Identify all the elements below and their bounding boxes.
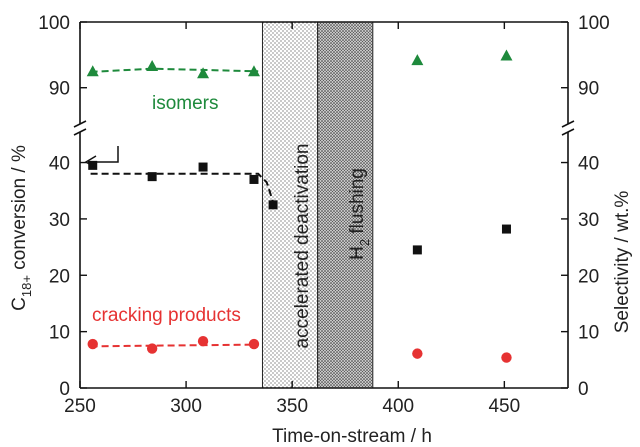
band-label-h2-sub: 2 — [357, 239, 372, 246]
isomers-point — [247, 65, 260, 77]
conversion-point — [198, 162, 208, 172]
y-tick-label-left: 0 — [59, 379, 70, 400]
y-tick-label-right: 100 — [578, 13, 610, 34]
y-tick-label-left: 40 — [49, 154, 70, 175]
isomers-point — [146, 60, 159, 72]
conversion-point — [501, 224, 511, 234]
x-axis-title: Time-on-stream / h — [272, 426, 432, 447]
x-tick-label: 400 — [382, 396, 414, 417]
conversion-point — [268, 200, 278, 210]
y-tick-label-right: 90 — [578, 79, 599, 100]
axis-break-mark-a-1 — [561, 120, 575, 128]
y-tick-label-left: 20 — [49, 266, 70, 287]
isomers-point — [500, 49, 513, 61]
y-axis-title-left-main: C — [9, 297, 30, 311]
axis-break-mark-b-1 — [561, 128, 575, 136]
cracking-point — [146, 343, 158, 354]
trend-line-1 — [90, 67, 259, 73]
trend-line-0 — [90, 172, 275, 203]
isomers-point — [197, 67, 210, 79]
y-tick-label-right: 0 — [578, 379, 589, 400]
cracking-point — [87, 338, 98, 350]
cracking-point — [197, 336, 209, 347]
x-tick-label: 250 — [64, 396, 96, 417]
isomers-point — [411, 54, 424, 66]
axis-break-mark-a-0 — [73, 120, 87, 128]
x-tick-label: 350 — [276, 396, 308, 417]
y-tick-label-right: 10 — [578, 323, 599, 344]
conversion-point — [249, 174, 259, 184]
conversion-axis-arrow-head — [84, 155, 97, 169]
conversion-axis-arrow — [88, 146, 119, 163]
axis-ticks: 250 300 350 400 450 0 0 10 10 20 20 30 30 40 40 90 90 100… — [38, 13, 609, 417]
cracking-point — [412, 348, 423, 359]
shaded-region-1 — [317, 21, 374, 389]
y-tick-label-left: 90 — [49, 79, 70, 100]
axis-break-mark-b-0 — [73, 128, 87, 136]
y-tick-label-right: 30 — [578, 210, 599, 231]
y-axis-title-right: Selectivity / wt.% — [612, 191, 633, 334]
x-tick-label: 300 — [170, 396, 202, 417]
shaded-regions — [261, 21, 374, 389]
band-label-h2-flushing: H2 flushing — [347, 168, 372, 260]
y-tick-label-left: 30 — [49, 210, 70, 231]
isomers-point — [86, 65, 99, 77]
x-tick-label: 450 — [488, 396, 520, 417]
band-label-accelerated-deactivation: accelerated deactivation — [292, 144, 313, 349]
y-tick-label-right: 20 — [578, 266, 599, 287]
data-markers — [86, 49, 513, 363]
conversion-point — [412, 245, 422, 255]
y-axis-title-left-rest: conversion / % — [9, 145, 30, 275]
band-label-h2-main: H — [347, 246, 368, 260]
annotation-cracking-products: cracking products — [92, 305, 241, 326]
trend-line-2 — [90, 343, 259, 348]
conversion-point — [147, 172, 157, 182]
y-axis-title-left: C18+ conversion / % — [9, 145, 34, 311]
band-label-h2-rest: flushing — [347, 168, 368, 239]
cracking-point — [501, 352, 512, 363]
y-tick-label-left: 10 — [49, 323, 70, 344]
y-axis-title-left-sub: 18+ — [19, 275, 34, 297]
cracking-point — [248, 338, 260, 350]
annotation-isomers: isomers — [152, 93, 219, 114]
plot-frame — [73, 21, 575, 389]
y-tick-label-right: 40 — [578, 154, 599, 175]
y-tick-label-left: 100 — [38, 13, 70, 34]
